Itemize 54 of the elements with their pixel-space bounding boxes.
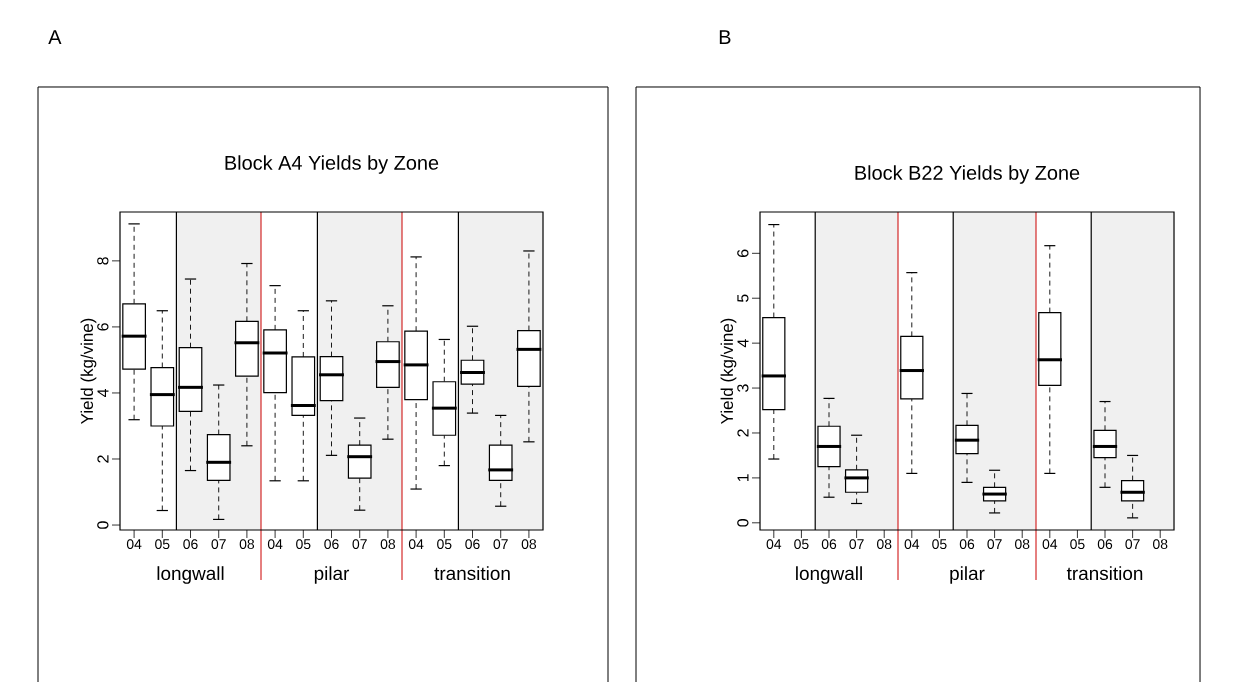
y-tick-label: 0 <box>737 519 749 527</box>
x-tick-label: 05 <box>155 539 170 550</box>
x-tick-label: 05 <box>437 539 452 550</box>
chart-title: Block B22 Yields by Zone <box>855 165 1080 184</box>
x-tick-label: 04 <box>904 539 920 550</box>
x-tick-label: 04 <box>766 539 782 550</box>
x-tick-label: 07 <box>987 539 1002 550</box>
y-tick-label: 5 <box>737 294 749 303</box>
x-tick-label: 08 <box>239 539 255 550</box>
y-tick-label: 6 <box>97 323 109 331</box>
text: longwall <box>796 566 862 584</box>
chart-title: Block A4 Yields by Zone <box>225 155 439 174</box>
y-tick-label: 0 <box>97 521 109 529</box>
x-tick-label: 05 <box>932 539 947 550</box>
x-tick-label: 05 <box>296 539 311 550</box>
y-axis-title: Yield (kg/vine) <box>80 318 97 424</box>
x-tick-label: 06 <box>1097 539 1113 550</box>
y-tick-label: 4 <box>737 339 749 348</box>
x-tick-label: 04 <box>267 539 283 550</box>
y-tick-label: 6 <box>737 249 749 257</box>
x-tick-label: 06 <box>465 539 480 550</box>
y-tick-label: 4 <box>97 389 109 398</box>
x-tick-label: 06 <box>821 539 837 550</box>
y-tick-label: 8 <box>97 257 109 265</box>
y-tick-label: 2 <box>97 455 109 463</box>
x-tick-label: 08 <box>521 539 537 550</box>
x-tick-label: 07 <box>211 539 226 550</box>
x-tick-label: 08 <box>877 539 892 550</box>
x-tick-label: 07 <box>849 539 864 550</box>
text: B <box>719 30 731 44</box>
x-tick-label: 06 <box>324 539 339 550</box>
text: A <box>48 30 62 44</box>
x-tick-label: 05 <box>794 539 809 550</box>
x-tick-label: 06 <box>959 539 975 550</box>
text: pilar <box>950 566 985 584</box>
x-tick-label: 07 <box>352 539 367 550</box>
y-tick-label: 2 <box>737 429 749 437</box>
text: longwall <box>157 566 224 584</box>
x-tick-label: 08 <box>380 539 396 550</box>
y-tick-label: 1 <box>737 474 749 482</box>
x-tick-label: 07 <box>1125 539 1140 550</box>
y-tick-label: 3 <box>737 384 749 392</box>
x-tick-label: 08 <box>1153 539 1168 550</box>
x-tick-label: 07 <box>493 539 508 550</box>
x-tick-label: 04 <box>126 539 142 550</box>
x-tick-label: 06 <box>183 539 198 550</box>
y-axis-title: Yield (kg/vine) <box>720 318 737 424</box>
x-tick-label: 05 <box>1070 539 1085 550</box>
x-tick-label: 08 <box>1015 539 1030 550</box>
text: pilar <box>314 566 350 584</box>
x-tick-label: 04 <box>1042 539 1058 550</box>
text: transition <box>434 566 510 581</box>
x-tick-label: 04 <box>408 539 424 550</box>
text: transition <box>1066 566 1143 581</box>
